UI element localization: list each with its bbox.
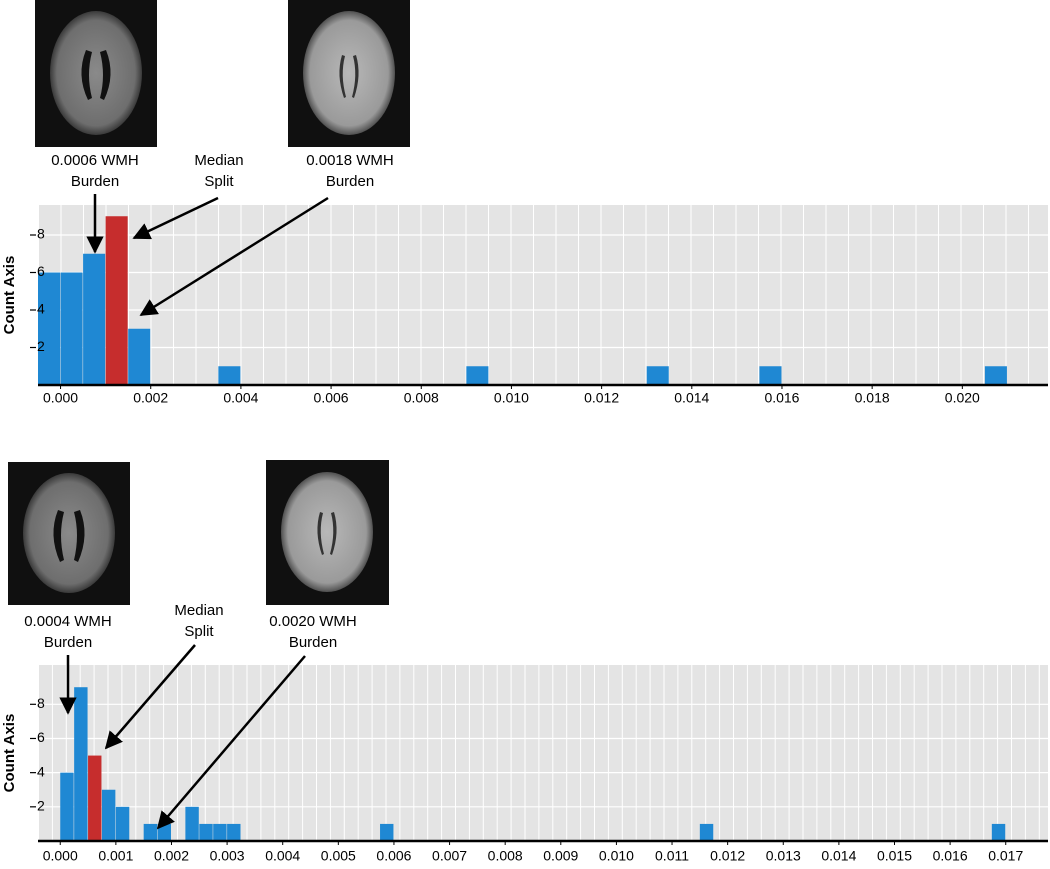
minor-grid bbox=[38, 205, 1048, 385]
bar bbox=[185, 806, 199, 841]
annotation: Median bbox=[194, 152, 243, 169]
x-tick-label: 0.001 bbox=[98, 848, 133, 864]
bar bbox=[646, 366, 669, 385]
bar bbox=[218, 366, 241, 385]
bar bbox=[83, 253, 106, 385]
x-tick-label: 0.014 bbox=[821, 848, 856, 864]
bar bbox=[227, 823, 241, 841]
y-tick-label: 8 bbox=[37, 226, 45, 242]
bar bbox=[74, 687, 88, 841]
brain-image bbox=[35, 0, 157, 147]
bar bbox=[759, 366, 782, 385]
bar bbox=[101, 789, 116, 841]
x-tick-label: 0.018 bbox=[855, 390, 890, 406]
x-tick-label: 0.005 bbox=[321, 848, 356, 864]
x-tick-label: 0.000 bbox=[43, 390, 78, 406]
x-tick-label: 0.008 bbox=[404, 390, 439, 406]
annotation: Burden bbox=[71, 173, 119, 190]
chart: 0.000 0.002 0.004 0.006 0.008 0.010 0.012 0.014… bbox=[1, 205, 1048, 406]
bar bbox=[466, 366, 489, 385]
bar bbox=[60, 272, 83, 385]
minor-grid bbox=[38, 665, 1048, 841]
x-tick-label: 0.012 bbox=[710, 848, 745, 864]
y-tick-label: 6 bbox=[37, 263, 45, 279]
x-tick-label: 0.002 bbox=[133, 390, 168, 406]
bar bbox=[88, 755, 102, 841]
annotation: Median bbox=[174, 602, 223, 619]
x-tick-label: 0.016 bbox=[933, 848, 968, 864]
annotation: 0.0006 WMH bbox=[51, 152, 139, 169]
y-tick-label: 2 bbox=[37, 338, 45, 354]
x-tick-label: 0.009 bbox=[543, 848, 578, 864]
y-tick-label: 4 bbox=[37, 763, 45, 779]
arrows bbox=[59, 194, 329, 830]
annotation: 0.0004 WMH bbox=[24, 613, 112, 630]
annotation: Split bbox=[204, 173, 234, 190]
x-tick-label: 0.010 bbox=[494, 390, 529, 406]
brain-image bbox=[266, 460, 389, 605]
bar bbox=[105, 216, 128, 385]
bar bbox=[699, 823, 714, 841]
charts: 0.000 0.002 0.004 0.006 0.008 0.010 0.012 0.014… bbox=[1, 205, 1048, 864]
y-tick-label: 2 bbox=[37, 798, 45, 814]
annotation: 0.0018 WMH bbox=[306, 152, 394, 169]
brain-image bbox=[288, 0, 410, 147]
x-tick-label: 0.016 bbox=[764, 390, 799, 406]
x-tick-label: 0.007 bbox=[432, 848, 467, 864]
bar bbox=[984, 366, 1007, 385]
x-tick-label: 0.003 bbox=[210, 848, 245, 864]
y-tick-label: 4 bbox=[37, 301, 45, 317]
bar bbox=[991, 823, 1006, 841]
bar bbox=[38, 272, 61, 385]
x-tick-label: 0.006 bbox=[314, 390, 349, 406]
x-tick-label: 0.004 bbox=[265, 848, 300, 864]
x-tick-label: 0.011 bbox=[655, 848, 689, 864]
x-tick-label: 0.017 bbox=[988, 848, 1023, 864]
y-tick-label: 8 bbox=[37, 695, 45, 711]
annotation: 0.0020 WMH bbox=[269, 613, 357, 630]
bar bbox=[143, 823, 158, 841]
x-tick-label: 0.004 bbox=[223, 390, 258, 406]
x-tick-label: 0.012 bbox=[584, 390, 619, 406]
x-tick-label: 0.010 bbox=[599, 848, 634, 864]
x-tick-label: 0.008 bbox=[488, 848, 523, 864]
bar bbox=[60, 772, 74, 841]
y-axis-title: Count Axis bbox=[1, 256, 18, 335]
bar bbox=[115, 806, 130, 841]
bar bbox=[380, 823, 394, 841]
annotation: Split bbox=[184, 623, 214, 640]
x-tick-label: 0.014 bbox=[674, 390, 709, 406]
annotation: Burden bbox=[289, 634, 337, 651]
y-tick-label: 6 bbox=[37, 729, 45, 745]
brain-image bbox=[8, 462, 130, 605]
chart: 0.000 0.001 0.002 0.003 0.004 0.005 0.006 0.007… bbox=[1, 665, 1048, 864]
x-tick-label: 0.002 bbox=[154, 848, 189, 864]
x-tick-label: 0.013 bbox=[766, 848, 801, 864]
x-tick-label: 0.015 bbox=[877, 848, 912, 864]
y-axis-title: Count Axis bbox=[1, 714, 18, 793]
x-tick-label: 0.006 bbox=[376, 848, 411, 864]
annotation: Burden bbox=[326, 173, 374, 190]
bar bbox=[128, 328, 151, 385]
x-tick-label: 0.020 bbox=[945, 390, 980, 406]
annotation: Burden bbox=[44, 634, 92, 651]
bar bbox=[199, 823, 213, 841]
x-tick-label: 0.000 bbox=[43, 848, 78, 864]
bar bbox=[213, 823, 227, 841]
